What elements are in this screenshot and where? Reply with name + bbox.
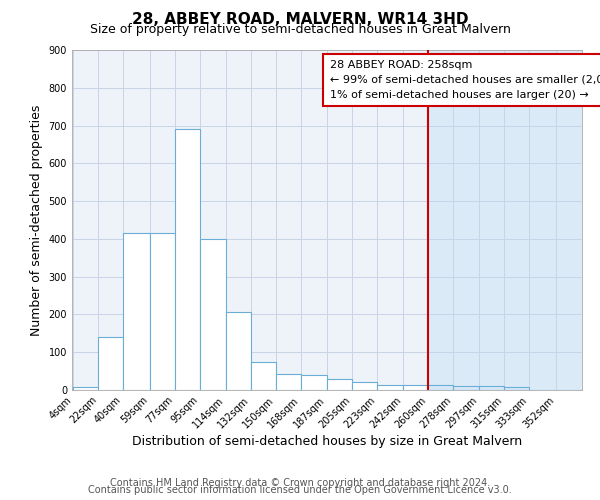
- Text: Contains HM Land Registry data © Crown copyright and database right 2024.: Contains HM Land Registry data © Crown c…: [110, 478, 490, 488]
- Text: 28 ABBEY ROAD: 258sqm
← 99% of semi-detached houses are smaller (2,046)
1% of se: 28 ABBEY ROAD: 258sqm ← 99% of semi-deta…: [329, 60, 600, 100]
- Bar: [327, 380, 352, 390]
- Bar: [149, 233, 175, 390]
- Y-axis label: Number of semi-detached properties: Number of semi-detached properties: [30, 104, 43, 336]
- Bar: [352, 382, 377, 390]
- Bar: [276, 374, 301, 390]
- Bar: [377, 385, 403, 390]
- Bar: [73, 387, 98, 390]
- Text: Size of property relative to semi-detached houses in Great Malvern: Size of property relative to semi-detach…: [89, 22, 511, 36]
- Bar: [175, 130, 199, 390]
- Bar: [403, 386, 428, 390]
- X-axis label: Distribution of semi-detached houses by size in Great Malvern: Distribution of semi-detached houses by …: [132, 436, 522, 448]
- Bar: [453, 386, 479, 390]
- Text: 28, ABBEY ROAD, MALVERN, WR14 3HD: 28, ABBEY ROAD, MALVERN, WR14 3HD: [132, 12, 468, 28]
- Bar: [199, 239, 226, 390]
- Bar: [428, 50, 582, 390]
- Bar: [251, 362, 276, 390]
- Bar: [428, 386, 453, 390]
- Text: Contains public sector information licensed under the Open Government Licence v3: Contains public sector information licen…: [88, 485, 512, 495]
- Bar: [98, 337, 123, 390]
- Bar: [479, 386, 505, 390]
- Bar: [505, 387, 529, 390]
- Bar: [301, 375, 327, 390]
- Bar: [226, 312, 251, 390]
- Bar: [123, 233, 149, 390]
